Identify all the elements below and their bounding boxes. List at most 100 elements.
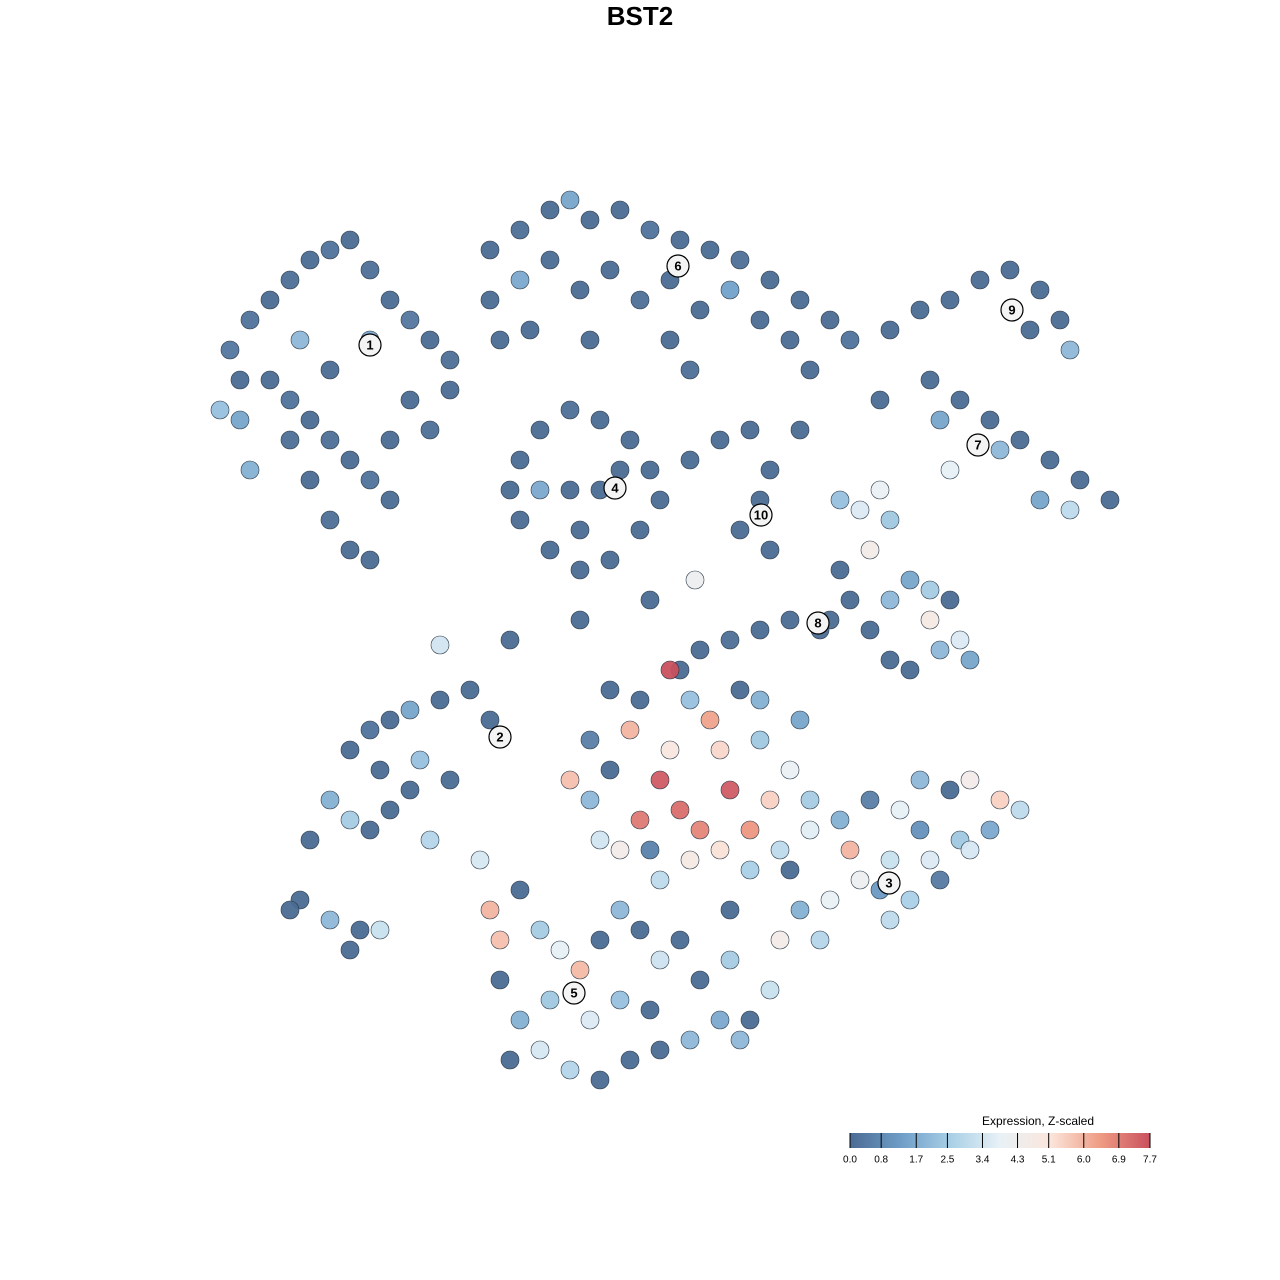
point <box>580 790 600 810</box>
point <box>640 840 660 860</box>
point <box>490 930 510 950</box>
point <box>610 460 630 480</box>
point <box>860 790 880 810</box>
point <box>360 260 380 280</box>
cluster-marker <box>966 433 990 457</box>
point <box>790 420 810 440</box>
point <box>680 360 700 380</box>
point <box>690 970 710 990</box>
point <box>220 340 240 360</box>
point <box>340 740 360 760</box>
colorbar-tick-label: 0.0 <box>843 1155 857 1166</box>
point <box>370 920 390 940</box>
point <box>440 770 460 790</box>
point <box>830 560 850 580</box>
point <box>1060 500 1080 520</box>
point <box>760 270 780 290</box>
point <box>750 620 770 640</box>
point <box>490 330 510 350</box>
point <box>610 200 630 220</box>
point <box>320 240 340 260</box>
point <box>850 500 870 520</box>
point <box>770 840 790 860</box>
point <box>690 820 710 840</box>
point <box>580 210 600 230</box>
point <box>820 890 840 910</box>
point <box>500 1050 520 1070</box>
point <box>300 410 320 430</box>
point <box>290 330 310 350</box>
point <box>580 330 600 350</box>
point <box>640 460 660 480</box>
point <box>510 510 530 530</box>
point <box>380 800 400 820</box>
point <box>680 850 700 870</box>
point <box>810 930 830 950</box>
point <box>920 370 940 390</box>
colorbar-tick-label: 1.7 <box>909 1155 923 1166</box>
point <box>350 920 370 940</box>
point <box>510 1010 530 1030</box>
colorbar-tick-label: 6.0 <box>1077 1155 1091 1166</box>
point <box>530 1040 550 1060</box>
point <box>650 870 670 890</box>
point <box>910 820 930 840</box>
point <box>920 580 940 600</box>
point <box>560 1060 580 1080</box>
colorbar-tick-label: 6.9 <box>1112 1155 1126 1166</box>
point <box>610 900 630 920</box>
point <box>690 300 710 320</box>
point <box>840 840 860 860</box>
point <box>320 790 340 810</box>
point <box>1070 470 1090 490</box>
point <box>650 770 670 790</box>
point <box>650 1040 670 1060</box>
point <box>920 610 940 630</box>
point <box>360 470 380 490</box>
point <box>860 540 880 560</box>
point <box>820 310 840 330</box>
point <box>1100 490 1120 510</box>
point <box>430 690 450 710</box>
point <box>320 360 340 380</box>
point <box>900 570 920 590</box>
point <box>920 850 940 870</box>
point <box>960 770 980 790</box>
point <box>640 220 660 240</box>
point <box>720 950 740 970</box>
point <box>740 420 760 440</box>
cluster-label: 2 <box>496 729 503 744</box>
point <box>560 480 580 500</box>
point <box>960 650 980 670</box>
point <box>950 390 970 410</box>
point <box>510 270 530 290</box>
point <box>620 720 640 740</box>
point <box>880 320 900 340</box>
point <box>600 760 620 780</box>
point <box>360 820 380 840</box>
point <box>990 790 1010 810</box>
point <box>700 240 720 260</box>
point <box>280 270 300 290</box>
point <box>710 430 730 450</box>
point <box>750 310 770 330</box>
point <box>400 700 420 720</box>
point <box>700 710 720 730</box>
point <box>910 770 930 790</box>
point <box>890 800 910 820</box>
point <box>640 590 660 610</box>
point <box>780 610 800 630</box>
point <box>630 290 650 310</box>
point <box>680 450 700 470</box>
point <box>760 790 780 810</box>
point <box>650 490 670 510</box>
point <box>660 660 680 680</box>
point <box>400 390 420 410</box>
cluster-marker <box>749 503 773 527</box>
cluster-marker <box>806 611 830 635</box>
point <box>850 870 870 890</box>
cluster-label: 8 <box>814 615 821 630</box>
point <box>670 930 690 950</box>
point <box>560 400 580 420</box>
cluster-marker <box>666 254 690 278</box>
